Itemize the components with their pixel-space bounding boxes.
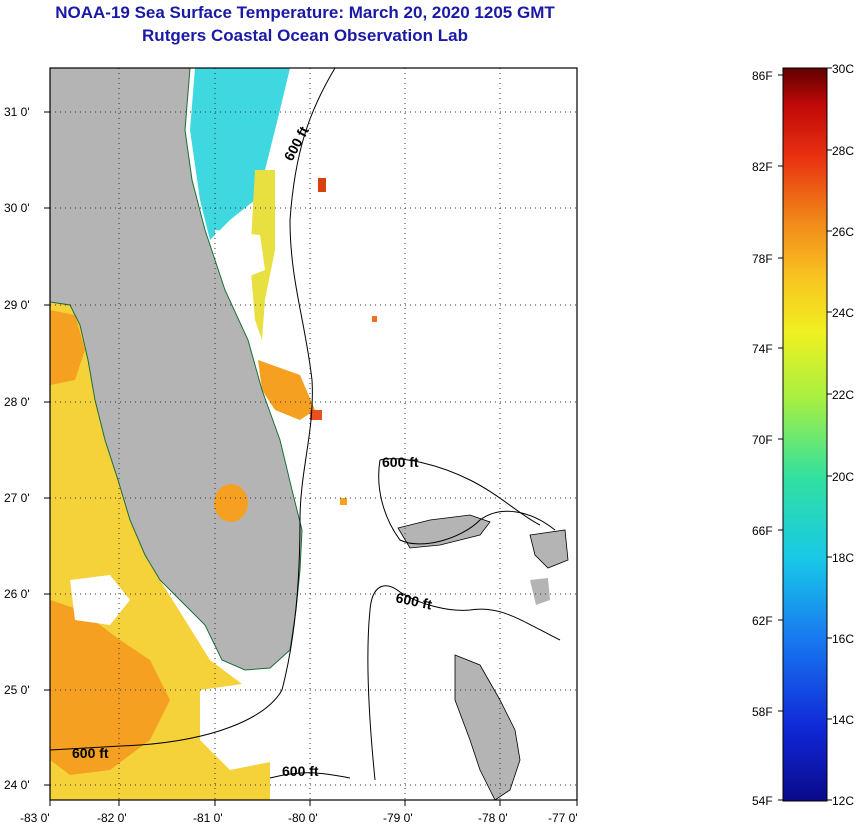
isobath-600ft-bahamas-south (367, 585, 561, 781)
colorbar-f-label: 78F (752, 252, 773, 266)
lat-label: 31 0' (4, 105, 30, 119)
sst-speck (372, 316, 377, 322)
colorbar-c-label: 24C (832, 306, 854, 320)
bahamas-andros (454, 654, 521, 800)
gulf-cloud-2 (200, 680, 300, 770)
colorbar-c-label: 28C (832, 144, 854, 158)
bahamas-abaco (529, 529, 569, 569)
gulf-orange-west (50, 310, 85, 385)
lat-label: 28 0' (4, 395, 30, 409)
sst-speck (340, 498, 347, 505)
colorbar-ticks (778, 67, 832, 801)
lat-label: 29 0' (4, 298, 30, 312)
lat-label: 25 0' (4, 683, 30, 697)
isobath-600ft-bahamas-north-top (379, 458, 541, 526)
lake-okeechobee (214, 484, 248, 522)
gulf-cloud-1 (70, 575, 130, 625)
colorbar-c-label: 22C (832, 388, 854, 402)
map-border (49, 67, 578, 801)
lon-label: -83 0' (20, 811, 50, 825)
colorbar-f-label: 66F (752, 524, 773, 538)
isobath-600ft-bahamas-north (378, 459, 556, 545)
lon-label: -78 0' (478, 811, 508, 825)
colorbar-f-label: 62F (752, 614, 773, 628)
lon-label: -79 0' (383, 811, 413, 825)
colorbar-c-label: 20C (832, 470, 854, 484)
map-layers (50, 68, 569, 800)
colorbar-c-label: 26C (832, 225, 854, 239)
contour-label: 600 ft (382, 454, 419, 470)
axis-ticks (44, 111, 578, 806)
colorbar-c-label: 14C (832, 713, 854, 727)
lon-label: -82 0' (97, 811, 127, 825)
atlantic-cloud (215, 230, 265, 280)
gulf-orange-patches (50, 600, 170, 775)
colorbar-c-label: 12C (832, 794, 854, 808)
colorbar-f-label: 54F (752, 794, 773, 808)
colorbar-f-label: 74F (752, 342, 773, 356)
bahamas-small (530, 578, 550, 605)
contour-label: 600 ft (282, 763, 319, 779)
colorbar-c-label: 16C (832, 632, 854, 646)
colorbar-f-label: 70F (752, 433, 773, 447)
map-subtitle: Rutgers Coastal Ocean Observation Lab (142, 26, 468, 45)
lat-label: 30 0' (4, 201, 30, 215)
contour-label: 600 ft (394, 589, 433, 612)
graticule (50, 68, 577, 800)
lon-label: -77 0' (548, 811, 578, 825)
lat-label: 27 0' (4, 491, 30, 505)
lon-label: -80 0' (288, 811, 318, 825)
colorbar-f-label: 58F (752, 705, 773, 719)
colorbar-f-label: 82F (752, 160, 773, 174)
lon-label: -81 0' (193, 811, 223, 825)
colorbar-c-label: 30C (832, 62, 854, 76)
contour-label: 600 ft (72, 745, 109, 761)
isobath-600ft-keys (269, 772, 351, 779)
colorbar-c-label: 18C (832, 551, 854, 565)
map-title: NOAA-19 Sea Surface Temperature: March 2… (55, 3, 555, 22)
sst-speck (310, 410, 322, 420)
atlantic-cool-band (190, 68, 290, 240)
colorbar-f-label: 86F (752, 69, 773, 83)
isobath-600ft-east-florida (50, 68, 336, 751)
atlantic-orange-patch (258, 360, 315, 420)
bahamas-grand-bahama (397, 514, 491, 549)
lat-label: 24 0' (4, 778, 30, 792)
colorbar (782, 67, 828, 802)
sst-speck (318, 178, 326, 192)
lat-label: 26 0' (4, 587, 30, 601)
